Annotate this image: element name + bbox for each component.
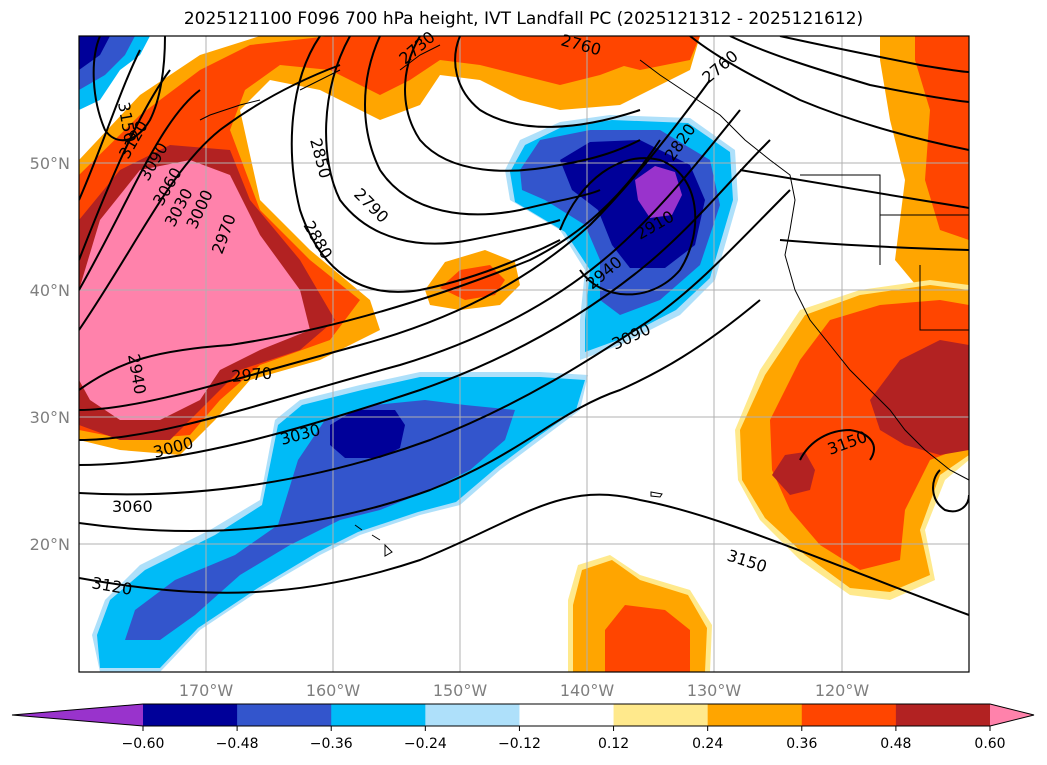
colorbar-segment [519,704,615,726]
colorbar-tick-label: −0.24 [404,736,447,752]
colorbar-segment [331,704,426,726]
shade-red-top [560,36,700,70]
lat-label-50n: 50°N [30,154,70,173]
colorbar-segment [707,704,803,726]
contour-label: 2970 [231,364,273,386]
colorbar-tick-label: −0.36 [310,736,353,752]
colorbar: −0.60 −0.48 −0.36 −0.24 −0.12 0.12 0.24 0.36 0.4… [11,703,1035,752]
colorbar-tick-label: 0.24 [692,736,723,752]
lon-label-150w: 150°W [433,681,488,700]
map-title: 2025121100 F096 700 hPa height, IVT Land… [183,9,864,29]
lat-labels: 20°N 30°N 40°N 50°N [30,154,70,554]
lat-label-30n: 30°N [30,408,70,427]
colorbar-segment [613,704,709,726]
colorbar-segment [895,704,991,726]
colorbar-tick-label: 0.12 [598,736,629,752]
colorbar-tick-label: −0.12 [498,736,541,752]
colorbar-segment [237,704,332,726]
lon-label-130w: 130°W [687,681,742,700]
colorbar-tick-label: 0.36 [786,736,817,752]
colorbar-tick-label: 0.60 [974,736,1005,752]
lon-label-120w: 120°W [815,681,870,700]
ivt-shading [79,36,969,672]
shade-brick-east [870,340,969,455]
shade-purple-low [635,166,682,218]
lon-label-170w: 170°W [179,681,234,700]
contour-label: 3060 [112,497,153,516]
coastlines [199,44,969,557]
colorbar-extend-low [12,704,143,726]
colorbar-tick-label: −0.48 [216,736,259,752]
shade-red-ne [915,36,969,240]
colorbar-tick-label: 0.48 [880,736,911,752]
colorbar-extend-high [990,704,1034,726]
height-contours [79,36,969,616]
map-frame [78,35,970,673]
colorbar-segment [801,704,897,726]
grid-lines [79,36,969,672]
colorbar-segment [143,704,238,726]
colorbar-segment [425,704,520,726]
lon-label-160w: 160°W [306,681,361,700]
shade-red-south [605,605,690,672]
colorbar-tick-label: −0.60 [122,736,165,752]
lat-label-40n: 40°N [30,281,70,300]
lon-label-140w: 140°W [560,681,615,700]
shade-brick-east-small [772,452,815,495]
lat-label-20n: 20°N [30,535,70,554]
lon-labels: 170°W 160°W 150°W 140°W 130°W 120°W [179,681,870,700]
shade-navy-band [330,410,405,458]
